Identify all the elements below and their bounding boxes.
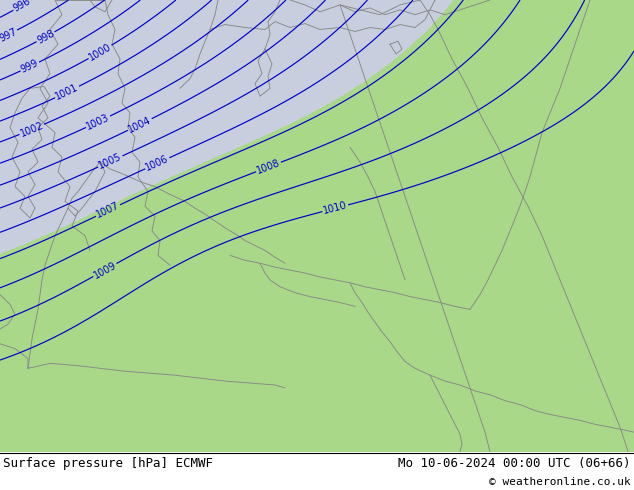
Text: 1008: 1008 <box>256 158 281 176</box>
Text: 1002: 1002 <box>18 120 45 139</box>
Text: 1003: 1003 <box>85 112 111 131</box>
Text: 1001: 1001 <box>54 82 81 102</box>
Text: 1004: 1004 <box>127 115 153 134</box>
Text: 997: 997 <box>0 26 18 43</box>
Text: 1007: 1007 <box>95 201 121 220</box>
Text: 999: 999 <box>20 58 41 75</box>
Text: 998: 998 <box>35 28 56 46</box>
Text: 996: 996 <box>12 0 33 14</box>
Text: 1000: 1000 <box>87 42 113 62</box>
Text: 1009: 1009 <box>92 260 118 280</box>
Text: Surface pressure [hPa] ECMWF: Surface pressure [hPa] ECMWF <box>3 457 213 470</box>
Text: 1005: 1005 <box>97 152 124 171</box>
Text: 1006: 1006 <box>144 154 171 173</box>
Text: Mo 10-06-2024 00:00 UTC (06+66): Mo 10-06-2024 00:00 UTC (06+66) <box>398 457 631 470</box>
Text: © weatheronline.co.uk: © weatheronline.co.uk <box>489 477 631 488</box>
Text: 1010: 1010 <box>322 200 349 216</box>
